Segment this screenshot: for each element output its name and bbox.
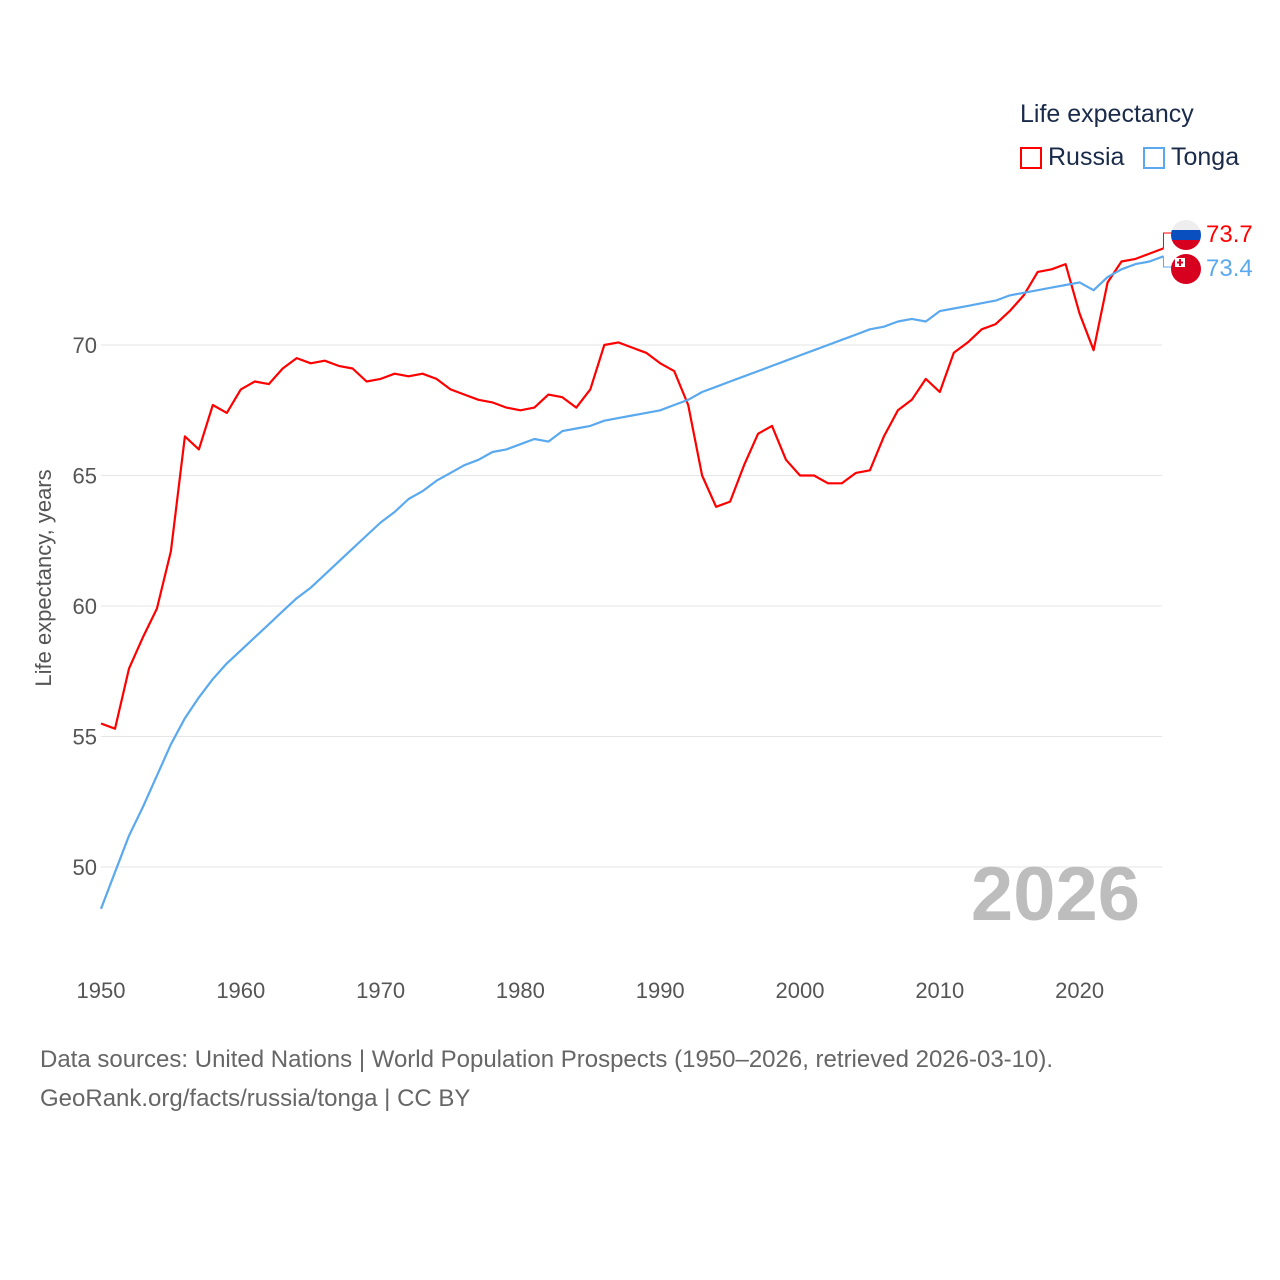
y-tick-label: 50 [73,855,97,880]
end-connector [1162,232,1172,249]
y-tick-label: 65 [73,464,97,489]
x-tick-label: 2010 [915,978,964,1003]
x-tick-label: 1960 [216,978,265,1003]
russia-flag-icon [1171,230,1201,240]
russia-flag-icon [1171,220,1201,230]
series-line-russia [100,247,1164,730]
series-line-tonga [99,255,1164,910]
y-tick-label: 70 [73,333,97,358]
y-tick-label: 60 [73,594,97,619]
tonga-flag-icon [1177,261,1183,264]
y-axis-label: Life expectancy, years [31,469,56,686]
end-connector [1162,256,1172,268]
data-source: Data sources: United Nations | World Pop… [40,1046,1054,1073]
legend-title: Life expectancy [1020,100,1194,128]
end-value-label-russia: 73.7 [1206,221,1253,248]
legend-item-russia[interactable]: Russia [1020,143,1124,172]
x-tick-label: 1980 [496,978,545,1003]
end-value-label-tonga: 73.4 [1206,255,1253,282]
x-tick-label: 1950 [77,978,126,1003]
legend-swatch-tonga [1143,146,1165,169]
russia-flag-icon [1171,240,1201,250]
x-tick-label: 1990 [636,978,685,1003]
y-tick-label: 55 [73,725,97,750]
x-tick-label: 2000 [776,978,825,1003]
x-tick-label: 2020 [1055,978,1104,1003]
legend-label-tonga: Tonga [1171,143,1240,171]
credit-link[interactable]: GeoRank.org/facts/russia/tonga | CC BY [40,1085,471,1112]
legend-label-russia: Russia [1048,143,1125,171]
legend-item-tonga[interactable]: Tonga [1143,143,1239,172]
year-watermark: 2026 [971,852,1140,937]
legend-swatch-russia [1020,146,1042,169]
x-tick-label: 1970 [356,978,405,1003]
